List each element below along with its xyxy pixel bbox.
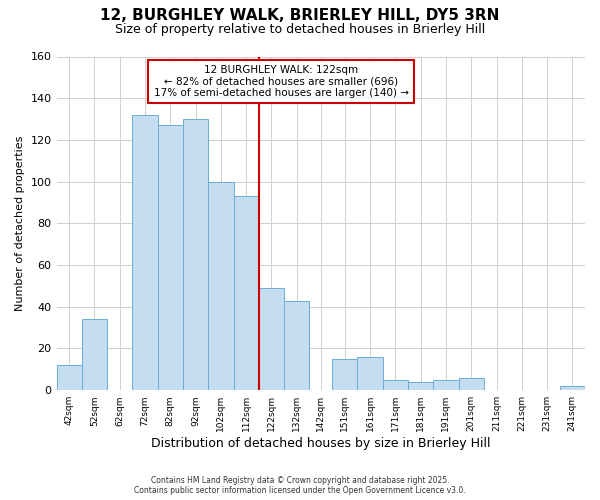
Bar [208,182,233,390]
Bar [433,380,458,390]
Bar [183,119,208,390]
Bar [332,359,358,390]
Bar [458,378,484,390]
Y-axis label: Number of detached properties: Number of detached properties [15,136,25,311]
X-axis label: Distribution of detached houses by size in Brierley Hill: Distribution of detached houses by size … [151,437,491,450]
Bar [82,320,107,390]
Bar [358,357,383,390]
Bar [133,115,158,390]
Text: 12, BURGHLEY WALK, BRIERLEY HILL, DY5 3RN: 12, BURGHLEY WALK, BRIERLEY HILL, DY5 3R… [100,8,500,22]
Text: Size of property relative to detached houses in Brierley Hill: Size of property relative to detached ho… [115,22,485,36]
Bar [383,380,408,390]
Bar [233,196,259,390]
Bar [259,288,284,390]
Bar [408,382,433,390]
Bar [560,386,585,390]
Bar [284,300,310,390]
Text: 12 BURGHLEY WALK: 122sqm
← 82% of detached houses are smaller (696)
17% of semi-: 12 BURGHLEY WALK: 122sqm ← 82% of detach… [154,65,409,98]
Bar [56,365,82,390]
Bar [158,126,183,390]
Text: Contains HM Land Registry data © Crown copyright and database right 2025.
Contai: Contains HM Land Registry data © Crown c… [134,476,466,495]
